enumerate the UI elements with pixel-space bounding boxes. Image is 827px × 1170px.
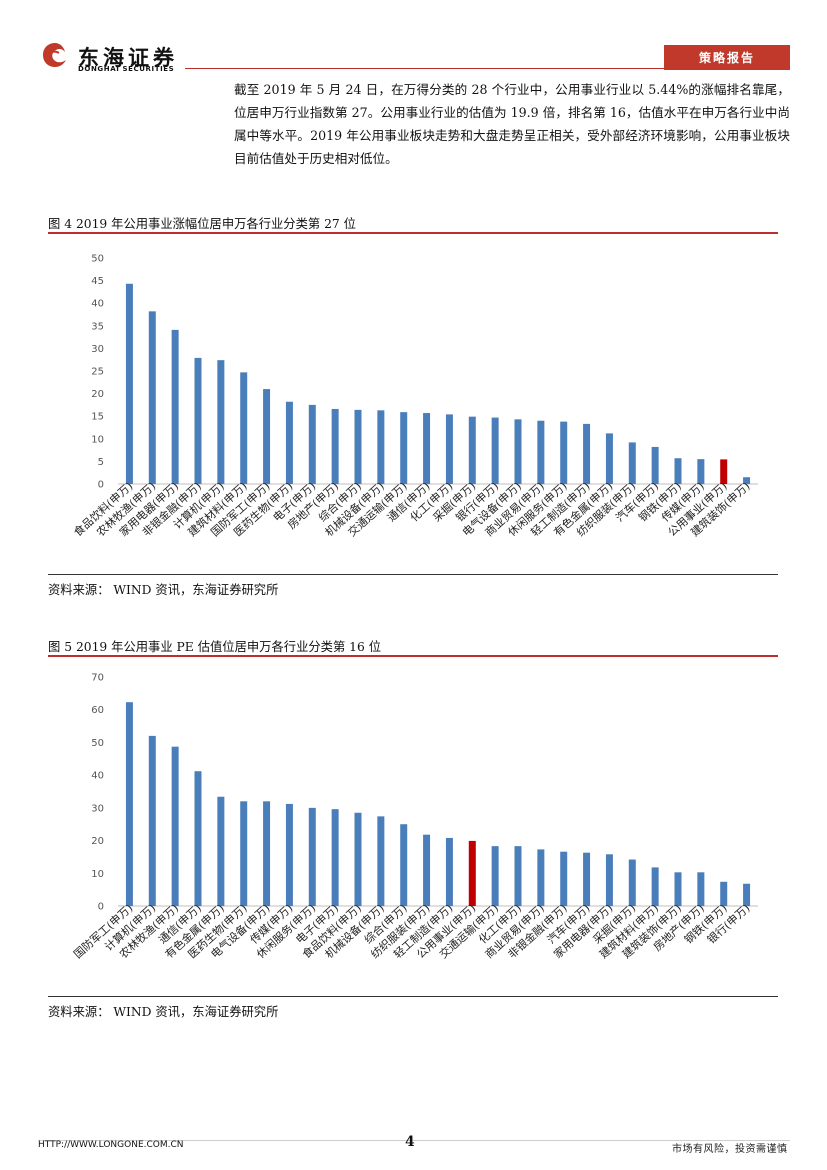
fig4-y-tick-label: 10 — [91, 434, 104, 445]
fig4-y-tick-label: 35 — [91, 321, 104, 332]
fig5-bar — [537, 849, 545, 906]
fig4-bar — [743, 477, 751, 484]
company-logo-icon — [43, 43, 66, 67]
fig4-bar — [171, 329, 179, 484]
fig5-bar — [674, 872, 682, 906]
fig4-y-tick-label: 0 — [98, 480, 104, 491]
fig4-bar — [445, 414, 453, 484]
fig5-bar — [194, 771, 202, 906]
fig4-bar — [400, 412, 408, 484]
fig5-bar — [263, 801, 271, 906]
figure-5-bottom-rule — [48, 996, 778, 997]
fig4-bar — [194, 357, 202, 484]
footer-divider — [38, 1140, 790, 1141]
fig4-bar — [125, 283, 133, 484]
fig5-y-tick-label: 10 — [91, 869, 104, 880]
figure-5-caption: 图 5 2019 年公用事业 PE 估值位居申万各行业分类第 16 位 — [48, 640, 382, 654]
fig5-bar — [423, 834, 431, 906]
report-type-badge: 策略报告 — [664, 45, 790, 70]
fig4-bar — [217, 360, 225, 484]
footer-website-link[interactable]: HTTP://WWW.LONGONE.COM.CN — [38, 1140, 184, 1150]
fig4-y-tick-label: 30 — [91, 344, 104, 355]
fig4-y-tick-label: 50 — [91, 254, 104, 265]
fig5-bar — [628, 859, 636, 906]
fig5-y-tick-label: 20 — [91, 836, 104, 847]
fig4-bar — [423, 413, 431, 484]
company-name-en: DONGHAI SECURITIES — [78, 65, 175, 73]
risk-disclaimer: 市场有风险，投资需谨慎 — [672, 1144, 788, 1155]
body-paragraph: 截至 2019 年 5 月 24 日，在万得分类的 28 个行业中，公用事业行业… — [234, 82, 790, 166]
fig4-y-tick-label: 5 — [98, 457, 104, 468]
fig4-bar — [491, 417, 499, 484]
fig4-y-tick-label: 15 — [91, 412, 104, 423]
fig5-y-tick-label: 60 — [91, 705, 104, 716]
fig5-bar — [240, 801, 248, 906]
fig4-bar — [331, 408, 339, 484]
fig5-bar — [720, 881, 728, 906]
fig5-bar — [491, 846, 499, 906]
fig5-bar — [148, 735, 156, 906]
fig4-bar — [354, 409, 362, 484]
figure-4-bottom-rule — [48, 574, 778, 575]
fig4-bar — [263, 389, 271, 484]
fig5-bar — [560, 851, 568, 906]
fig4-bar — [674, 458, 682, 484]
figure-4-caption: 图 4 2019 年公用事业涨幅位居申万各行业分类第 27 位 — [48, 217, 356, 231]
fig5-bar — [697, 872, 705, 906]
fig5-bar-highlight — [468, 840, 476, 906]
company-name-cn: 东海证券 — [78, 46, 178, 70]
fig5-bar — [377, 816, 385, 906]
figure-4-top-rule — [48, 232, 778, 234]
fig4-bar — [468, 416, 476, 484]
figure-4-source: 资料来源： WIND 资讯，东海证券研究所 — [48, 583, 279, 597]
fig4-bar — [240, 372, 248, 484]
fig5-bar — [743, 883, 751, 906]
fig4-bar — [560, 421, 568, 484]
fig5-bar — [445, 837, 453, 906]
fig5-bar — [651, 867, 659, 906]
fig5-y-tick-label: 40 — [91, 771, 104, 782]
figure-5-chart: 010203040506070国防军工(申万)计算机(申万)农林牧渔(申万)通信… — [71, 673, 758, 961]
fig4-bar — [697, 459, 705, 484]
figure-5-source: 资料来源： WIND 资讯，东海证券研究所 — [48, 1005, 279, 1019]
fig4-bar — [628, 442, 636, 484]
fig4-y-tick-label: 25 — [91, 367, 104, 378]
fig4-bar — [651, 446, 659, 484]
fig4-bar — [308, 404, 316, 484]
fig4-y-tick-label: 45 — [91, 276, 104, 287]
fig5-bar — [308, 807, 316, 906]
fig4-bar-highlight — [720, 459, 728, 484]
fig5-y-tick-label: 50 — [91, 738, 104, 749]
fig4-y-tick-label: 40 — [91, 299, 104, 310]
fig5-y-tick-label: 30 — [91, 803, 104, 814]
fig4-bar — [148, 311, 156, 484]
fig4-y-tick-label: 20 — [91, 389, 104, 400]
fig4-bar — [605, 433, 613, 484]
fig5-bar — [400, 824, 408, 906]
fig5-bar — [354, 812, 362, 906]
fig5-bar — [285, 803, 293, 906]
fig4-bar — [377, 410, 385, 484]
fig4-bar — [285, 401, 293, 484]
fig4-bar — [537, 420, 545, 484]
fig5-bar — [514, 846, 522, 906]
fig5-y-tick-label: 70 — [91, 673, 104, 684]
fig4-bar — [583, 423, 591, 484]
fig5-bar — [605, 854, 613, 906]
figure-5-top-rule — [48, 655, 778, 657]
fig5-bar — [217, 796, 225, 906]
fig4-bar — [514, 419, 522, 484]
fig5-bar — [331, 809, 339, 906]
fig5-bar — [171, 746, 179, 906]
fig5-bar — [125, 702, 133, 906]
header-divider — [185, 68, 790, 69]
fig5-bar — [583, 852, 591, 906]
figure-4-chart: 05101520253035404550食品饮料(申万)农林牧渔(申万)家用电器… — [71, 254, 758, 539]
page-number: 4 — [405, 1134, 415, 1150]
fig5-y-tick-label: 0 — [98, 902, 104, 913]
